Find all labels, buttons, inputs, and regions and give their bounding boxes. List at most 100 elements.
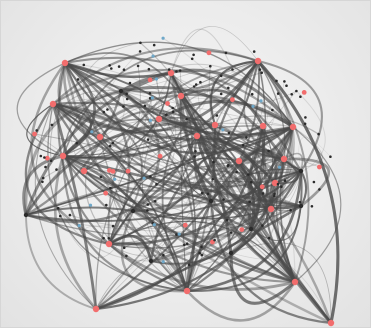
graph-node[interactable] [149, 175, 152, 178]
graph-node[interactable] [261, 224, 264, 227]
graph-node-highlight[interactable] [155, 115, 163, 123]
graph-node[interactable] [183, 243, 186, 247]
graph-node[interactable] [194, 83, 198, 86]
graph-node[interactable] [317, 132, 320, 136]
graph-node[interactable] [105, 203, 108, 207]
graph-node-highlight[interactable] [193, 132, 201, 140]
graph-node[interactable] [146, 209, 149, 212]
graph-node[interactable] [146, 203, 150, 206]
graph-node-highlight[interactable] [327, 319, 335, 327]
graph-node[interactable] [193, 155, 196, 158]
graph-node[interactable] [23, 212, 29, 218]
graph-node[interactable] [125, 254, 128, 258]
graph-node[interactable] [151, 54, 155, 58]
graph-node[interactable] [41, 180, 44, 184]
graph-node[interactable] [138, 50, 142, 53]
graph-node[interactable] [148, 118, 153, 122]
graph-node[interactable] [267, 236, 271, 240]
graph-node[interactable] [35, 129, 38, 132]
graph-node[interactable] [231, 68, 234, 71]
graph-node-highlight[interactable] [165, 101, 170, 106]
graph-node-highlight[interactable] [59, 152, 67, 160]
graph-node[interactable] [171, 106, 174, 110]
graph-node[interactable] [276, 182, 280, 186]
graph-node-highlight[interactable] [289, 123, 297, 131]
graph-node[interactable] [41, 176, 45, 180]
graph-node[interactable] [258, 68, 262, 71]
graph-node[interactable] [192, 85, 196, 88]
graph-node[interactable] [303, 122, 307, 126]
graph-node[interactable] [275, 79, 278, 83]
graph-node-highlight[interactable] [61, 59, 69, 67]
graph-node[interactable] [200, 253, 204, 257]
graph-node[interactable] [310, 205, 314, 208]
graph-node[interactable] [283, 179, 287, 182]
graph-node-highlight[interactable] [80, 167, 88, 175]
graph-node[interactable] [122, 68, 126, 71]
graph-node-highlight[interactable] [182, 222, 188, 228]
graph-node[interactable] [99, 175, 103, 179]
graph-node[interactable] [43, 156, 46, 159]
graph-node[interactable] [329, 155, 332, 158]
graph-node[interactable] [312, 180, 316, 184]
graph-node-highlight[interactable] [183, 287, 191, 295]
graph-node[interactable] [225, 218, 229, 222]
graph-node[interactable] [299, 95, 302, 98]
graph-node[interactable] [259, 99, 263, 103]
graph-node[interactable] [185, 117, 188, 121]
graph-node[interactable] [108, 64, 111, 67]
graph-node[interactable] [118, 88, 124, 94]
graph-node[interactable] [228, 250, 234, 256]
graph-node[interactable] [110, 67, 113, 70]
graph-node[interactable] [90, 130, 94, 134]
graph-node[interactable] [252, 50, 256, 53]
graph-node-highlight[interactable] [96, 133, 104, 141]
graph-node[interactable] [128, 81, 132, 85]
graph-node-highlight[interactable] [267, 205, 275, 213]
graph-node[interactable] [318, 188, 321, 191]
graph-node[interactable] [117, 65, 121, 68]
graph-node[interactable] [298, 203, 304, 209]
graph-node[interactable] [248, 200, 251, 204]
graph-node[interactable] [167, 68, 171, 71]
graph-node[interactable] [39, 154, 43, 158]
graph-node[interactable] [153, 200, 157, 203]
graph-node[interactable] [148, 258, 154, 264]
graph-node-highlight[interactable] [147, 77, 153, 83]
graph-node[interactable] [75, 141, 78, 145]
graph-node[interactable] [221, 128, 225, 132]
graph-node[interactable] [241, 143, 245, 147]
graph-node-highlight[interactable] [271, 179, 279, 187]
graph-node-highlight[interactable] [291, 278, 299, 286]
graph-node[interactable] [108, 144, 112, 148]
graph-node[interactable] [77, 224, 81, 228]
graph-node[interactable] [273, 192, 276, 196]
graph-node[interactable] [175, 70, 178, 73]
graph-node[interactable] [222, 198, 225, 201]
graph-node[interactable] [271, 108, 274, 112]
graph-node[interactable] [250, 180, 253, 184]
graph-node[interactable] [82, 63, 86, 67]
graph-node[interactable] [304, 116, 307, 119]
graph-node-highlight[interactable] [103, 190, 109, 196]
graph-node-highlight[interactable] [32, 131, 37, 137]
graph-node[interactable] [125, 97, 129, 101]
graph-node[interactable] [130, 208, 136, 214]
graph-node[interactable] [161, 36, 165, 40]
graph-node-highlight[interactable] [211, 121, 219, 129]
graph-node[interactable] [247, 173, 250, 176]
graph-node[interactable] [106, 108, 109, 111]
graph-node-highlight[interactable] [235, 157, 243, 165]
graph-node[interactable] [267, 149, 270, 153]
graph-node[interactable] [227, 86, 230, 90]
graph-node[interactable] [227, 163, 230, 167]
graph-node[interactable] [248, 226, 254, 232]
graph-node[interactable] [68, 213, 72, 217]
graph-node[interactable] [298, 200, 302, 204]
graph-node-highlight[interactable] [167, 69, 175, 77]
graph-node[interactable] [125, 92, 128, 96]
graph-node-highlight[interactable] [105, 240, 113, 248]
graph-node[interactable] [187, 263, 191, 267]
graph-node[interactable] [59, 214, 62, 218]
